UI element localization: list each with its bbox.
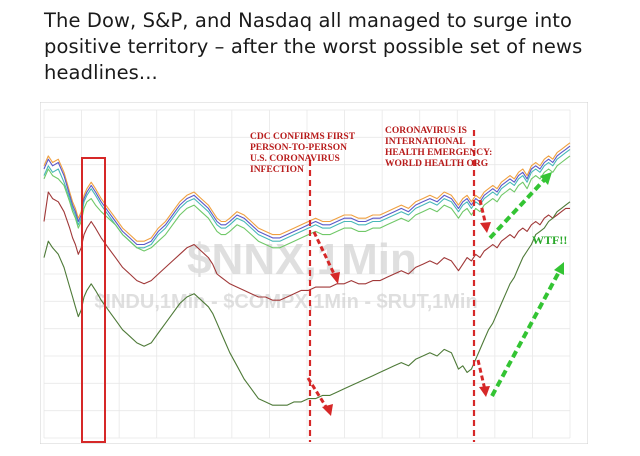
green-arrow-1: [488, 172, 552, 240]
annotation-who: CORONAVIRUS IS INTERNATIONAL HEALTH EMER…: [385, 126, 492, 169]
series-line-4: [43, 191, 570, 301]
red-arrow-1: [312, 231, 340, 284]
chart-image: $NNX,1Min $INDU,1Min - $COMPX,1Min - $RU…: [39, 101, 589, 445]
watermark-main: $NNX,1Min: [187, 235, 417, 284]
series-line-0: [43, 142, 571, 242]
green-arrow-2: [490, 262, 564, 397]
series-line-1: [43, 145, 571, 246]
series-group: [43, 142, 571, 406]
annotation-cdc-line-4: INFECTION: [250, 165, 304, 175]
grid: [43, 109, 571, 439]
annotation-cdc: CDC CONFIRMS FIRST PERSON-TO-PERSON U.S.…: [250, 132, 356, 175]
annotation-cdc-line-1: CDC CONFIRMS FIRST: [250, 132, 356, 142]
annotation-who-line-3: HEALTH EMERGENCY:: [385, 148, 492, 158]
red-arrow-2: [306, 377, 333, 416]
highlight-box: [81, 157, 106, 443]
annotation-wtf: WTF!!: [532, 233, 567, 247]
chart-svg: $NNX,1Min $INDU,1Min - $COMPX,1Min - $RU…: [39, 101, 589, 445]
red-arrow-4: [476, 359, 490, 397]
annotation-cdc-line-3: U.S. CORONAVIRUS: [250, 154, 340, 164]
annotation-who-line-1: CORONAVIRUS IS: [385, 126, 467, 136]
series-line-5: [43, 201, 571, 406]
series-line-2: [43, 148, 571, 249]
annotation-cdc-line-2: PERSON-TO-PERSON: [250, 143, 347, 153]
annotation-who-line-2: INTERNATIONAL: [385, 137, 466, 147]
caption: The Dow, S&P, and Nasdaq all managed to …: [44, 9, 583, 84]
watermark-sub: $INDU,1Min - $COMPX,1Min - $RUT,1Min: [94, 291, 477, 313]
red-arrow-3: [478, 199, 491, 233]
annotation-who-line-4: WORLD HEALTH ORG: [385, 159, 489, 169]
series-line-3: [43, 155, 571, 252]
